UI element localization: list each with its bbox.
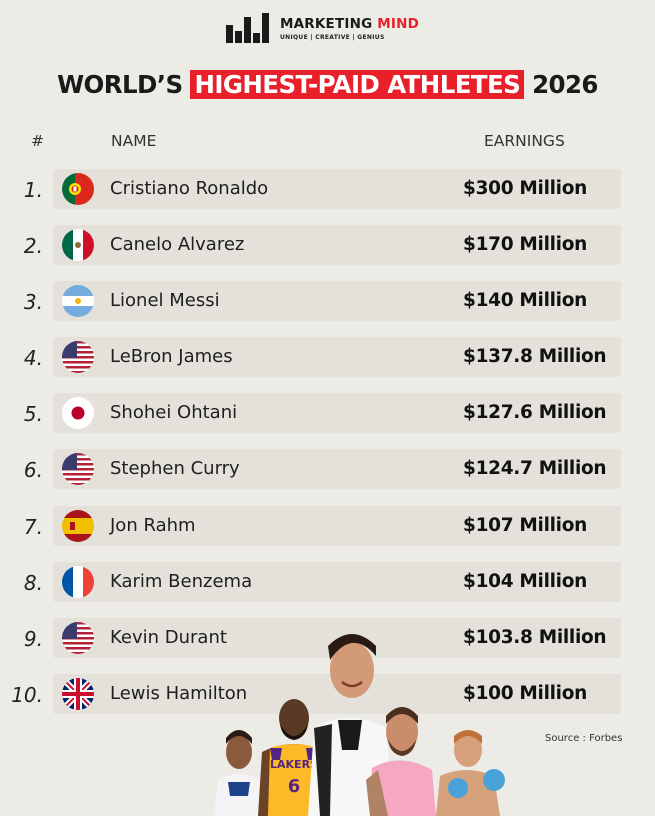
athlete-name: Lionel Messi xyxy=(110,290,220,311)
title-suffix: 2026 xyxy=(532,70,598,99)
athlete-figure-canelo xyxy=(436,730,505,816)
table-row xyxy=(53,449,621,489)
rank-number: 5. xyxy=(23,402,43,426)
rank-number: 10. xyxy=(11,683,43,707)
rank-number: 8. xyxy=(23,571,43,595)
athlete-earnings: $107 Million xyxy=(463,515,587,536)
uk-flag-icon xyxy=(62,678,94,710)
rank-number: 3. xyxy=(23,290,43,314)
rank-number: 9. xyxy=(23,627,43,651)
athlete-figure-messi xyxy=(366,707,436,816)
title-prefix: WORLD’S xyxy=(57,70,183,99)
usa-flag-icon xyxy=(62,453,94,485)
france-flag-icon xyxy=(62,566,94,598)
athlete-earnings: $170 Million xyxy=(463,234,587,255)
japan-flag-icon xyxy=(62,397,94,429)
table-row xyxy=(53,281,621,321)
usa-flag-icon xyxy=(62,341,94,373)
brand-name: MARKETING MIND xyxy=(280,16,419,32)
athlete-earnings: $103.8 Million xyxy=(463,627,607,648)
brand-name-part1: MARKETING xyxy=(280,15,373,32)
rank-number: 6. xyxy=(23,458,43,482)
athlete-name: Canelo Alvarez xyxy=(110,234,245,255)
boxing-glove-icon xyxy=(448,778,468,798)
brand-tagline: UNIQUE | CREATIVE | GENIUS xyxy=(280,33,385,41)
athlete-name: Cristiano Ronaldo xyxy=(110,178,269,199)
page-title: WORLD’S HIGHEST-PAID ATHLETES 2026 xyxy=(0,68,655,102)
jersey-number-text: 6 xyxy=(288,776,301,797)
header-rank: # xyxy=(31,132,44,150)
mexico-flag-icon xyxy=(62,229,94,261)
athlete-name: LeBron James xyxy=(110,346,233,367)
athlete-earnings: $140 Million xyxy=(463,290,587,311)
athlete-name: Stephen Curry xyxy=(110,458,240,479)
athlete-earnings: $100 Million xyxy=(463,683,587,704)
brand-name-part2: MIND xyxy=(377,15,420,32)
athlete-earnings: $124.7 Million xyxy=(463,458,607,479)
portugal-flag-icon xyxy=(62,173,94,205)
athlete-name: Lewis Hamilton xyxy=(110,683,248,704)
title-highlight: HIGHEST-PAID ATHLETES xyxy=(190,70,525,99)
header-name: NAME xyxy=(111,132,157,150)
athletes-photo-collage: LAKERS 6 xyxy=(214,634,505,816)
athlete-earnings: $104 Million xyxy=(463,571,587,592)
table-row xyxy=(53,562,621,602)
argentina-flag-icon xyxy=(62,285,94,317)
athlete-name: Kevin Durant xyxy=(110,627,227,648)
athlete-earnings: $127.6 Million xyxy=(463,402,607,423)
boxing-glove-icon xyxy=(483,769,505,791)
source-note: Source : Forbes xyxy=(545,733,623,744)
table-row xyxy=(53,225,621,265)
athlete-name: Shohei Ohtani xyxy=(110,402,238,423)
bar-chart-logo-icon xyxy=(226,13,269,43)
rank-number: 4. xyxy=(23,346,43,370)
table-row xyxy=(53,169,621,209)
spain-flag-icon xyxy=(62,510,94,542)
athlete-earnings: $300 Million xyxy=(463,178,587,199)
rank-number: 7. xyxy=(23,515,43,539)
brand-logo: MARKETING MIND UNIQUE | CREATIVE | GENIU… xyxy=(224,11,419,45)
athlete-name: Jon Rahm xyxy=(110,515,196,536)
athlete-figure-curry xyxy=(214,730,264,816)
athlete-name: Karim Benzema xyxy=(110,571,253,592)
athlete-earnings: $137.8 Million xyxy=(463,346,607,367)
table-row xyxy=(53,506,621,546)
athlete-figure-lebron: LAKERS 6 xyxy=(258,699,332,816)
table-row xyxy=(53,393,621,433)
rank-number: 1. xyxy=(23,178,43,202)
jersey-team-text: LAKERS xyxy=(270,758,318,771)
table-row xyxy=(53,337,621,377)
rank-number: 2. xyxy=(23,234,43,258)
header-earnings: EARNINGS xyxy=(484,132,565,150)
usa-flag-icon xyxy=(62,622,94,654)
